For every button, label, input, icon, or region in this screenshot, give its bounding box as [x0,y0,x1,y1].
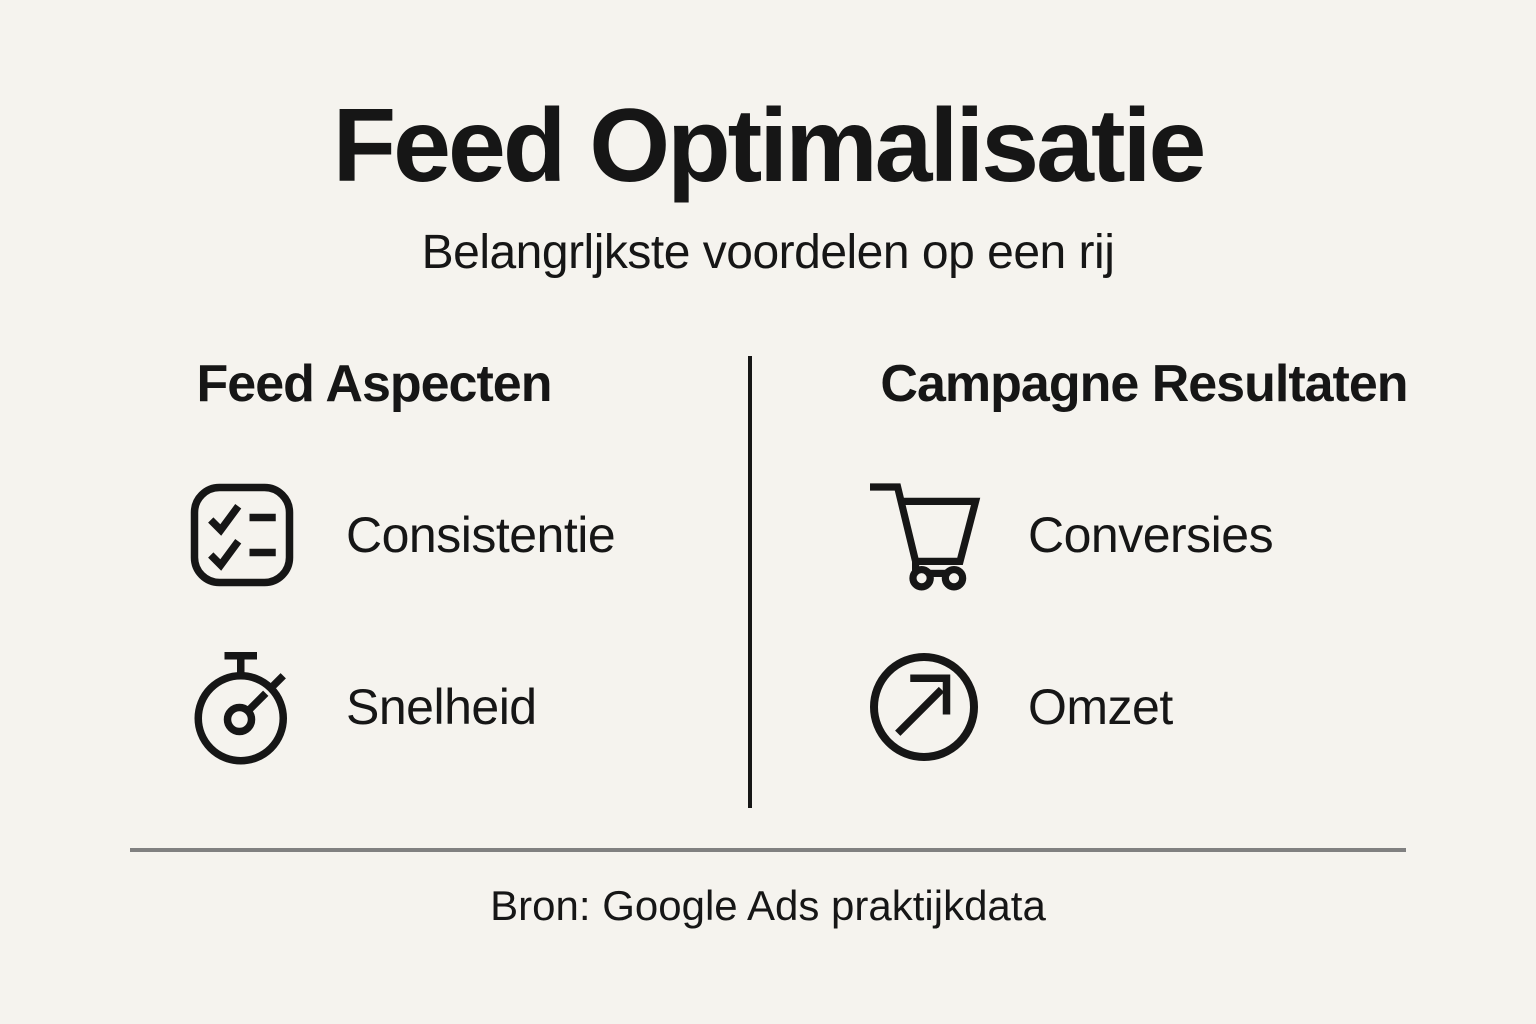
item-label: Conversies [1028,507,1274,564]
item-list: Conversies Omzet [752,475,1536,819]
page-title: Feed Optimalisatie [332,88,1207,204]
column-feed-aspecten: Feed Aspecten Consistentie [0,355,748,808]
item-label: Snelheid [346,679,537,736]
growth-arrow-icon [864,647,984,767]
column-header: Feed Aspecten [196,355,553,414]
item-label: Consistentie [346,507,616,564]
checklist-icon [182,475,302,595]
list-item-snelheid: Snelheid [182,647,748,767]
page-subtitle: Belangrljkste voordelen op een rij [421,226,1115,280]
column-campagne-resultaten: Campagne Resultaten Conversies [752,355,1536,808]
list-item-omzet: Omzet [864,647,1536,767]
item-label: Omzet [1028,679,1173,736]
stopwatch-icon [182,647,302,767]
list-item-consistentie: Consistentie [182,475,748,595]
list-item-conversies: Conversies [864,475,1536,595]
source-note: Bron: Google Ads praktijkdata [490,882,1046,930]
vertical-divider [748,356,752,809]
columns-section: Feed Aspecten Consistentie [0,355,1536,809]
column-header: Campagne Resultaten [880,355,1408,414]
shopping-cart-icon [864,475,984,595]
item-list: Consistentie Snelheid [0,475,748,819]
horizontal-divider [130,848,1406,853]
